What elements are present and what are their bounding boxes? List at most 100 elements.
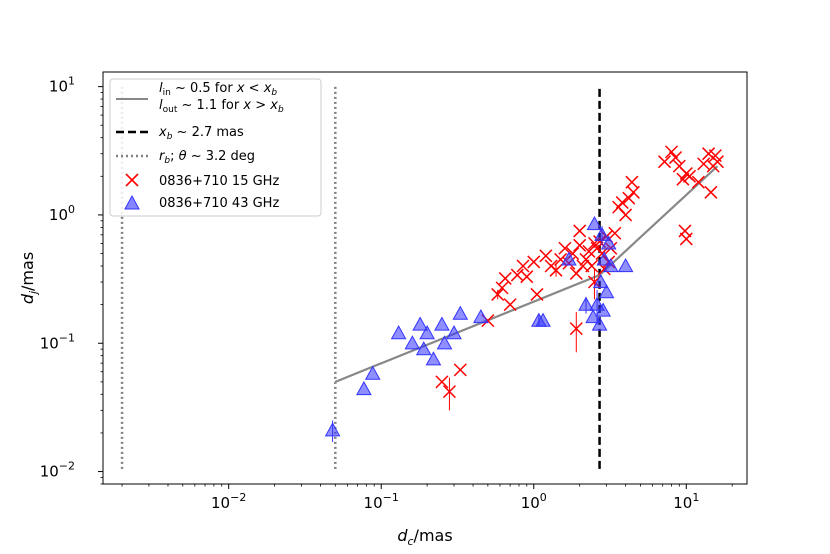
point-15ghz (619, 208, 633, 222)
point-15ghz-stroke-b (520, 270, 534, 284)
point-15ghz (503, 298, 517, 312)
y-tick-label: 101 (49, 75, 75, 96)
y-axis-ticks: 10−2 10−1 100 101 (40, 75, 103, 485)
point-15ghz (573, 224, 587, 238)
point-15ghz (520, 270, 534, 284)
point-43ghz (473, 309, 489, 324)
point-15ghz-stroke-b (710, 155, 724, 169)
x-tick-label: 100 (521, 491, 547, 512)
point-15ghz-stroke-b (527, 255, 541, 269)
point-15ghz (549, 263, 563, 277)
point-43ghz (594, 226, 610, 241)
point-15ghz (622, 191, 636, 205)
point-15ghz (683, 169, 697, 183)
point-43ghz (592, 273, 609, 289)
point-15ghz (585, 259, 599, 273)
point-15ghz (664, 145, 679, 159)
point-15ghz (704, 185, 718, 199)
point-43ghz (591, 316, 608, 331)
y-tick-label: 100 (49, 203, 75, 224)
y-tick-label: 10−1 (40, 331, 75, 352)
point-15ghz (516, 259, 530, 273)
point-15ghz-stroke-b (498, 271, 512, 285)
point-15ghz (710, 155, 724, 169)
point-43ghz (600, 235, 617, 250)
point-43ghz (598, 284, 615, 299)
legend: lin ~ 0.5 for x < xb lout ~ 1.1 for x > … (109, 78, 322, 217)
point-15ghz-stroke-b (672, 159, 686, 173)
point-15ghz-stroke-b (554, 252, 568, 266)
point-43ghz (324, 422, 341, 437)
point-15ghz-stroke-b (622, 191, 636, 205)
rb-lines (120, 86, 337, 469)
point-43ghz (595, 302, 611, 317)
point-43ghz (436, 335, 453, 350)
point-15ghz (530, 287, 544, 301)
y-tick-label: 10−2 (40, 460, 75, 481)
point-43ghz (589, 296, 605, 311)
point-15ghz-stroke-b (573, 224, 587, 238)
point-15ghz-stroke-b (453, 363, 467, 377)
point-15ghz-stroke-b (516, 259, 530, 273)
point-15ghz-stroke-b (619, 208, 633, 222)
point-15ghz-stroke-b (587, 275, 601, 289)
point-15ghz-stroke-b (595, 247, 609, 261)
point-15ghz-stroke-b (658, 155, 672, 169)
point-15ghz-stroke-b (626, 185, 640, 199)
point-15ghz-stroke-b (495, 281, 509, 295)
point-15ghz (669, 151, 683, 165)
legend-15ghz-marker (125, 173, 139, 187)
point-15ghz-stroke-b (569, 322, 583, 336)
point-15ghz (435, 375, 449, 389)
point-15ghz-stroke-b (669, 151, 683, 165)
legend-43ghz-marker (124, 194, 140, 210)
point-15ghz-stroke-b (615, 195, 629, 210)
series-43ghz (324, 215, 634, 442)
point-43ghz (596, 251, 613, 266)
point-15ghz (527, 255, 541, 269)
point-15ghz-stroke-b (678, 224, 692, 238)
point-15ghz (491, 287, 505, 301)
point-15ghz-stroke-b (573, 238, 587, 252)
point-43ghz (404, 335, 421, 350)
point-43ghz (602, 257, 619, 273)
point-15ghz-stroke-b (708, 149, 722, 163)
point-43ghz (415, 341, 432, 356)
point-15ghz (626, 185, 640, 199)
point-43ghz (412, 316, 429, 331)
point-15ghz-stroke-b (691, 175, 705, 189)
legend-fit-label-1: lin ~ 0.5 for x < xb (159, 81, 277, 98)
x-tick-label: 101 (673, 491, 699, 512)
x-axis-ticks: 10−2 10−1 100 101 (121, 484, 733, 512)
point-15ghz-stroke-b (442, 385, 456, 399)
point-15ghz-stroke-b (435, 375, 449, 389)
point-15ghz (498, 271, 512, 285)
legend-fit-label-2: lout ~ 1.1 for x > xb (159, 98, 284, 115)
point-43ghz (390, 325, 407, 340)
x-tick-label: 10−2 (211, 491, 246, 512)
point-15ghz (691, 175, 705, 189)
point-15ghz-stroke-b (539, 249, 553, 263)
point-15ghz-stroke-b (702, 147, 716, 161)
legend-43ghz-label: 0836+710 43 GHz (159, 196, 279, 211)
point-15ghz (608, 226, 622, 240)
legend-break-label: xb ~ 2.7 mas (158, 125, 244, 142)
point-43ghz (586, 215, 603, 231)
point-15ghz (442, 385, 456, 399)
point-43ghz (535, 312, 551, 327)
point-15ghz-stroke-b (579, 252, 593, 266)
point-15ghz-stroke-b (549, 263, 563, 277)
y-axis-label: dj/mas (18, 252, 40, 304)
point-15ghz-stroke-b (585, 259, 599, 273)
point-15ghz-stroke-b (558, 241, 572, 255)
point-43ghz (425, 351, 442, 366)
point-15ghz-stroke-b (664, 145, 679, 159)
legend-rb-label: rb; θ ~ 3.2 deg (159, 149, 255, 166)
point-15ghz-stroke-b (503, 298, 517, 312)
legend-15ghz-label: 0836+710 15 GHz (159, 174, 279, 189)
point-15ghz (615, 195, 629, 210)
point-15ghz-stroke-b (530, 287, 544, 301)
point-43ghz (446, 325, 462, 340)
point-15ghz-stroke-b (704, 185, 718, 199)
